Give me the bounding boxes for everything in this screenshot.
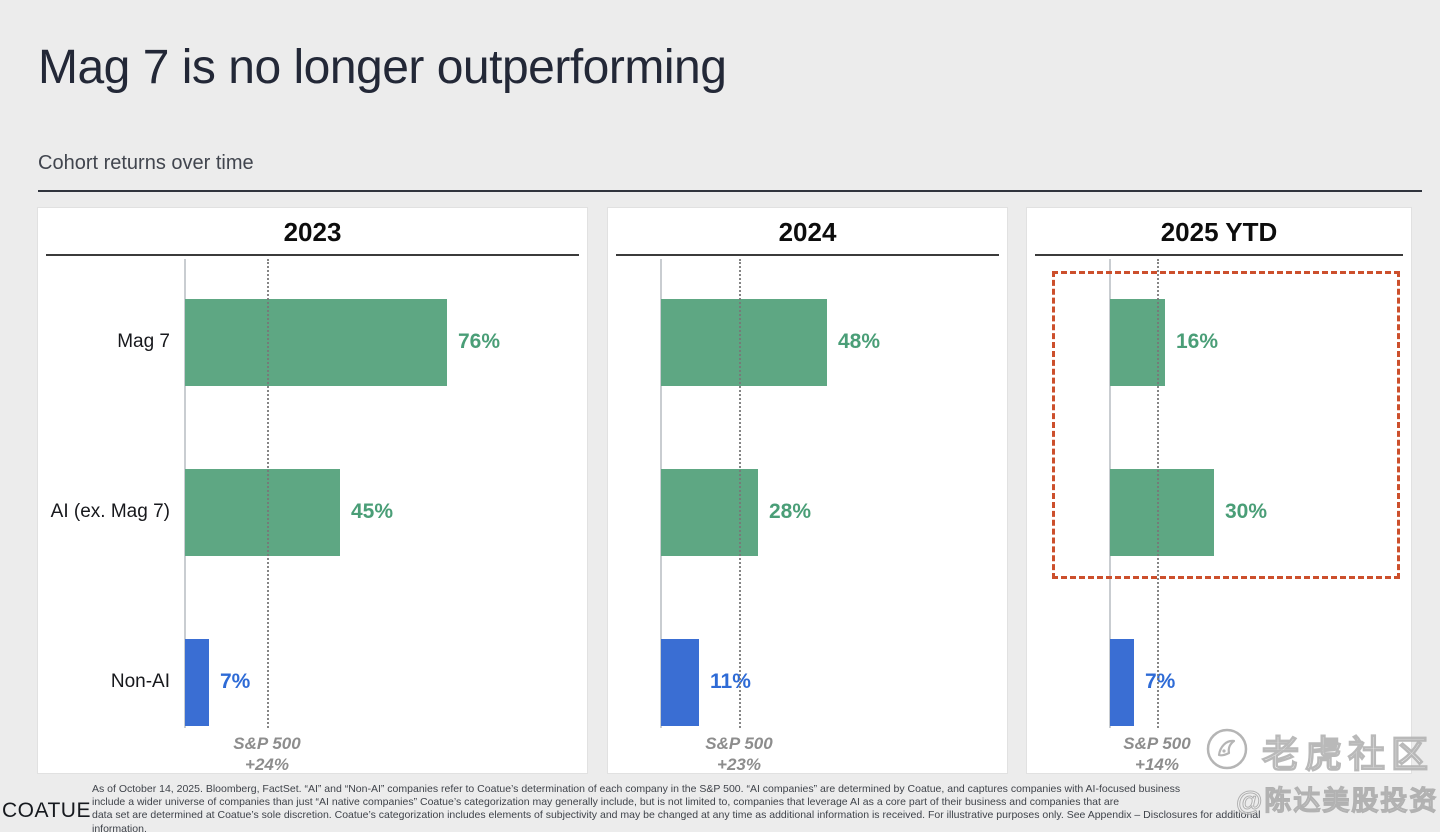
value-label: 30% — [1225, 499, 1268, 523]
bar-mag-7 — [661, 299, 827, 386]
tiger-community-label: 老虎社区 — [1261, 733, 1434, 775]
panel-title-divider — [616, 254, 999, 256]
disclaimer-line: As of October 14, 2025. Bloomberg, FactS… — [92, 783, 1181, 795]
category-label: Non-AI — [110, 670, 170, 692]
benchmark-line — [739, 259, 741, 728]
bar-ai-ex-mag-7- — [661, 469, 758, 556]
benchmark-label: S&P 500 +24% — [187, 733, 347, 775]
value-label: 76% — [458, 329, 501, 353]
user-handle-watermark: @陈达美股投资 — [1235, 786, 1439, 817]
plot-area: 16% 30% 7% S&P 500 +14% — [1027, 259, 1411, 774]
panel-title: 2024 — [778, 217, 837, 247]
value-label: 11% — [710, 669, 751, 693]
tiger-community-watermark: 老虎社区 — [1206, 724, 1434, 778]
benchmark-name: S&P 500 — [233, 734, 301, 753]
value-label: 7% — [1145, 669, 1176, 693]
bar-mag-7 — [1110, 299, 1165, 386]
disclaimer-line: information. — [92, 822, 147, 832]
panel-title-divider — [46, 254, 579, 256]
value-label: 7% — [220, 669, 251, 693]
benchmark-name: S&P 500 — [1123, 734, 1191, 753]
benchmark-line — [267, 259, 269, 728]
footer-disclaimer: As of October 14, 2025. Bloomberg, FactS… — [92, 783, 1440, 832]
panel-title: 2025 YTD — [1160, 217, 1278, 247]
value-label: 16% — [1176, 329, 1219, 353]
bar-non-ai — [661, 639, 699, 726]
benchmark-value: +14% — [1135, 755, 1179, 774]
chart-panel-2024: 2024 48% 28% 11% S&P 500 +23% — [607, 207, 1008, 774]
value-label: 48% — [838, 329, 881, 353]
disclaimer-line: include a wider universe of companies th… — [92, 796, 1120, 809]
panel-title: 2023 — [283, 217, 342, 247]
highlight-box — [1052, 271, 1400, 579]
value-label: 28% — [769, 499, 812, 523]
chart-panel-2025-ytd: 2025 YTD 16% 30% 7% S&P 500 +14% — [1026, 207, 1412, 774]
benchmark-line — [1157, 259, 1159, 728]
value-label: 45% — [351, 499, 394, 523]
panel-title-divider — [1035, 254, 1403, 256]
bar-non-ai — [185, 639, 209, 726]
coatue-logo: COATUE — [2, 799, 91, 822]
tiger-logo-icon — [1206, 728, 1248, 775]
category-label: Mag 7 — [117, 330, 170, 352]
benchmark-name: S&P 500 — [705, 734, 773, 753]
benchmark-label: S&P 500 +23% — [659, 733, 819, 775]
subtitle-divider — [38, 190, 1422, 192]
plot-area: 48% 28% 11% S&P 500 +23% — [608, 259, 1007, 774]
benchmark-value: +24% — [245, 755, 289, 774]
benchmark-label: S&P 500 +14% — [1077, 733, 1237, 775]
bar-ai-ex-mag-7- — [185, 469, 340, 556]
benchmark-value: +23% — [717, 755, 761, 774]
slide-subtitle: Cohort returns over time — [38, 152, 254, 174]
plot-area: 76% Mag 7 45% AI (ex. Mag 7) 7% Non-AI S&P 500… — [38, 259, 587, 774]
bar-mag-7 — [185, 299, 447, 386]
page-title: Mag 7 is no longer outperforming — [38, 41, 727, 94]
category-label: AI (ex. Mag 7) — [50, 500, 170, 522]
bar-non-ai — [1110, 639, 1134, 726]
bar-ai-ex-mag-7- — [1110, 469, 1214, 556]
disclaimer-line: data set are determined at Coatue’s sole… — [92, 809, 1261, 822]
chart-panel-2023: 2023 76% Mag 7 45% AI (ex. Mag 7) 7% Non-AI S&… — [37, 207, 588, 774]
